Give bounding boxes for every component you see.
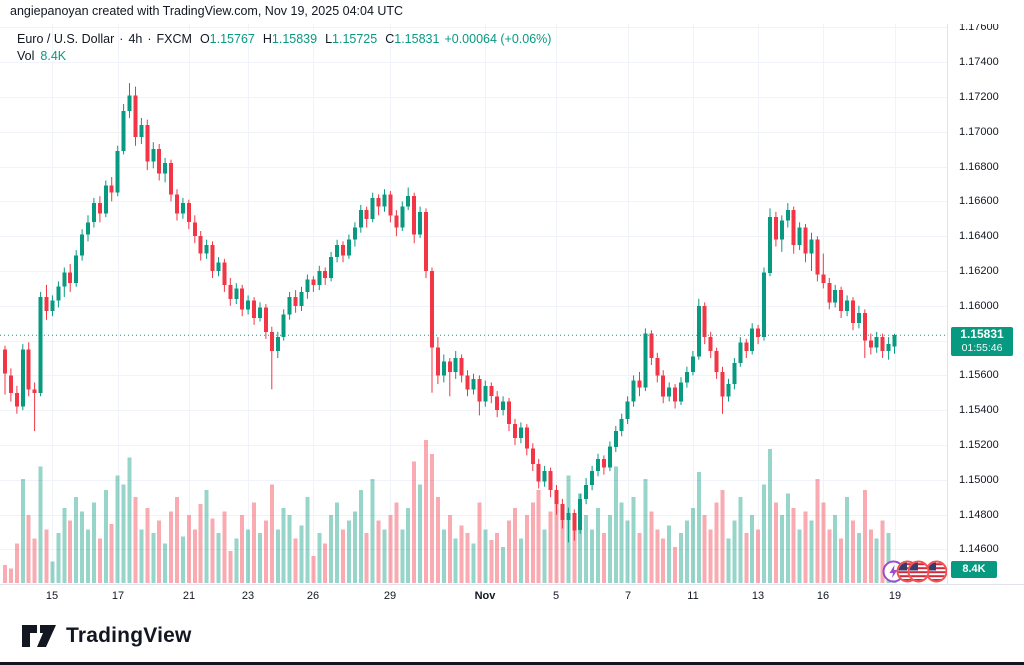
price-tick-label: 1.16800 <box>959 161 999 173</box>
exchange-label: FXCM <box>156 32 192 46</box>
time-tick-label: 17 <box>111 590 125 602</box>
price-tick-label: 1.16400 <box>959 230 999 242</box>
price-tick-label: 1.15200 <box>959 439 999 451</box>
time-tick-label: 7 <box>624 590 632 602</box>
low-value: 1.15725 <box>332 32 378 46</box>
change-value: +0.00064 (+0.06%) <box>444 32 552 46</box>
tradingview-brand-text[interactable]: TradingView <box>66 623 192 647</box>
interval-label[interactable]: 4h <box>128 32 143 46</box>
time-tick-label: 15 <box>45 590 59 602</box>
legend-separator: · <box>147 32 152 46</box>
high-value: 1.15839 <box>271 32 318 46</box>
time-tick-label: 21 <box>182 590 196 602</box>
close-value: 1.15831 <box>394 32 440 46</box>
volume-axis-badge: 8.4K <box>951 561 997 578</box>
high-label: H <box>262 32 272 46</box>
volume-value: 8.4K <box>40 49 67 63</box>
time-tick-label: 26 <box>306 590 320 602</box>
price-tick-label: 1.15600 <box>959 369 999 381</box>
time-tick-label: 13 <box>751 590 765 602</box>
price-tick-label: 1.17400 <box>959 56 999 68</box>
symbol-title[interactable]: Euro / U.S. Dollar <box>17 32 115 46</box>
time-tick-label: 29 <box>383 590 397 602</box>
footer: TradingView <box>0 609 1024 662</box>
bottom-border-bar <box>0 662 1024 665</box>
time-tick-label: Nov <box>474 590 496 602</box>
price-tick-label: 1.15400 <box>959 404 999 416</box>
last-price-value: 1.15831 <box>960 327 1004 341</box>
price-tick-label: 1.16000 <box>959 300 999 312</box>
attribution-text: angiepanoyan created with TradingView.co… <box>10 4 404 18</box>
time-tick-label: 23 <box>241 590 255 602</box>
price-tick-label: 1.14800 <box>959 509 999 521</box>
low-label: L <box>325 32 333 46</box>
price-tick-label: 1.17600 <box>959 24 999 33</box>
price-tick-label: 1.17000 <box>959 126 999 138</box>
price-tick-label: 1.15000 <box>959 474 999 486</box>
candlestick-chart[interactable] <box>0 24 947 584</box>
tradingview-logo-icon[interactable] <box>22 624 56 648</box>
time-tick-label: 5 <box>552 590 560 602</box>
price-axis[interactable]: 1.15831 01:55:46 8.4K 1.17600 1.17400 1.17… <box>947 24 1024 584</box>
time-tick-label: 16 <box>816 590 830 602</box>
time-tick-label: 19 <box>888 590 902 602</box>
price-tick-label: 1.17200 <box>959 91 999 103</box>
chart-pane[interactable]: Euro / U.S. Dollar · 4h · FXCM O1.15767 … <box>0 24 947 584</box>
price-tick-label: 1.16200 <box>959 265 999 277</box>
time-axis[interactable]: 15 17 21 23 26 29 Nov 5 7 11 13 16 19 <box>0 584 1024 609</box>
volume-legend[interactable]: Vol 8.4K <box>17 49 66 63</box>
open-value: 1.15767 <box>209 32 255 46</box>
symbol-legend[interactable]: Euro / U.S. Dollar · 4h · FXCM O1.15767 … <box>17 32 551 46</box>
last-price-badge[interactable]: 1.15831 01:55:46 <box>951 327 1013 356</box>
time-tick-label: 11 <box>687 590 699 602</box>
legend-separator: · <box>119 32 124 46</box>
bar-countdown: 01:55:46 <box>961 342 1003 354</box>
volume-label: Vol <box>17 49 35 63</box>
open-label: O <box>199 32 210 46</box>
price-tick-label: 1.14600 <box>959 543 999 555</box>
price-tick-label: 1.16600 <box>959 195 999 207</box>
close-label: C <box>385 32 395 46</box>
